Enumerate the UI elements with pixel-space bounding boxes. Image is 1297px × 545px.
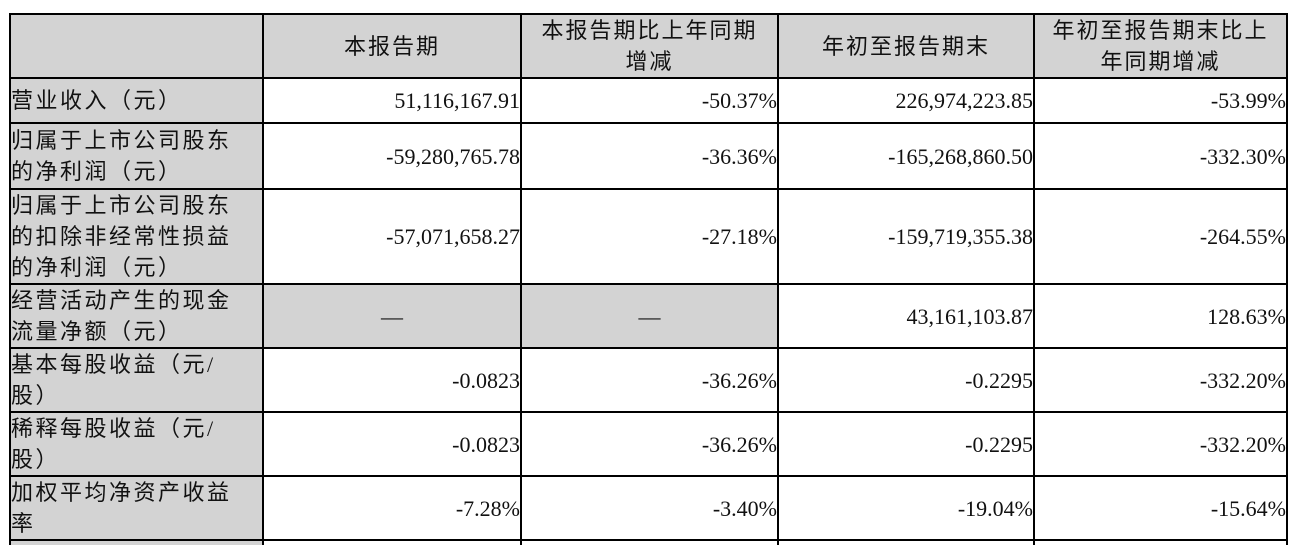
- table-row-net-profit-excl-nonrecurring: 归属于上市公司股东 的扣除非经常性损益 的净利润（元） -57,071,658.…: [9, 188, 1288, 285]
- cell-value: -57,071,658.27: [262, 188, 522, 285]
- cell-value: -15.64%: [1033, 475, 1288, 541]
- cell-value: 51,116,167.91: [262, 77, 522, 124]
- row-label: [9, 539, 264, 545]
- row-label: 经营活动产生的现金 流量净额（元）: [9, 283, 264, 349]
- cell-value: -3.40%: [520, 475, 779, 541]
- column-header-current-period-yoy-change: 本报告期比上年同期 增减: [520, 13, 779, 79]
- cell-value: -7.28%: [262, 475, 522, 541]
- cell-value: -0.0823: [262, 411, 522, 477]
- cell-value: -0.2295: [777, 347, 1035, 413]
- cell-value: -36.36%: [520, 122, 779, 190]
- cell-value-dash: —: [520, 283, 779, 349]
- cell-value: [777, 539, 1035, 545]
- cell-value: -53.99%: [1033, 77, 1288, 124]
- cell-value: -159,719,355.38: [777, 188, 1035, 285]
- row-label: 营业收入（元）: [9, 77, 264, 124]
- cell-value: -332.20%: [1033, 347, 1288, 413]
- column-header-current-period: 本报告期: [262, 13, 522, 79]
- cell-value: -165,268,860.50: [777, 122, 1035, 190]
- cell-value: -19.04%: [777, 475, 1035, 541]
- table-row-weighted-avg-roe: 加权平均净资产收益 率 -7.28% -3.40% -19.04% -15.64…: [9, 475, 1288, 541]
- cell-value: [262, 539, 522, 545]
- cell-value: -0.2295: [777, 411, 1035, 477]
- table-row-basic-eps: 基本每股收益（元/ 股） -0.0823 -36.26% -0.2295 -33…: [9, 347, 1288, 413]
- row-label: 加权平均净资产收益 率: [9, 475, 264, 541]
- corner-cell: [9, 13, 264, 79]
- row-label: 归属于上市公司股东 的扣除非经常性损益 的净利润（元）: [9, 188, 264, 285]
- cell-value: 43,161,103.87: [777, 283, 1035, 349]
- row-label: 基本每股收益（元/ 股）: [9, 347, 264, 413]
- cell-value: -36.26%: [520, 347, 779, 413]
- table-row-operating-revenue: 营业收入（元） 51,116,167.91 -50.37% 226,974,22…: [9, 77, 1288, 124]
- cell-value: -0.0823: [262, 347, 522, 413]
- cell-value-dash: —: [262, 283, 522, 349]
- cell-value: -59,280,765.78: [262, 122, 522, 190]
- table-row-diluted-eps: 稀释每股收益（元/ 股） -0.0823 -36.26% -0.2295 -33…: [9, 411, 1288, 477]
- column-header-year-to-date-yoy-change: 年初至报告期末比上 年同期增减: [1033, 13, 1288, 79]
- cell-value: -264.55%: [1033, 188, 1288, 285]
- column-header-year-to-date: 年初至报告期末: [777, 13, 1035, 79]
- cell-value: 226,974,223.85: [777, 77, 1035, 124]
- cell-value: -27.18%: [520, 188, 779, 285]
- cell-value: [520, 539, 779, 545]
- table-row-partial-clipped: [9, 539, 1288, 545]
- financial-summary-table: 本报告期 本报告期比上年同期 增减 年初至报告期末 年初至报告期末比上 年同期增…: [9, 13, 1288, 545]
- cell-value: -332.20%: [1033, 411, 1288, 477]
- cell-value: 128.63%: [1033, 283, 1288, 349]
- cell-value: -36.26%: [520, 411, 779, 477]
- row-label: 归属于上市公司股东 的净利润（元）: [9, 122, 264, 190]
- cell-value: -50.37%: [520, 77, 779, 124]
- row-label: 稀释每股收益（元/ 股）: [9, 411, 264, 477]
- cell-value: [1033, 539, 1288, 545]
- table-row-net-profit: 归属于上市公司股东 的净利润（元） -59,280,765.78 -36.36%…: [9, 122, 1288, 190]
- header-row: 本报告期 本报告期比上年同期 增减 年初至报告期末 年初至报告期末比上 年同期增…: [9, 13, 1288, 79]
- table-row-operating-cash-flow: 经营活动产生的现金 流量净额（元） — — 43,161,103.87 128.…: [9, 283, 1288, 349]
- cell-value: -332.30%: [1033, 122, 1288, 190]
